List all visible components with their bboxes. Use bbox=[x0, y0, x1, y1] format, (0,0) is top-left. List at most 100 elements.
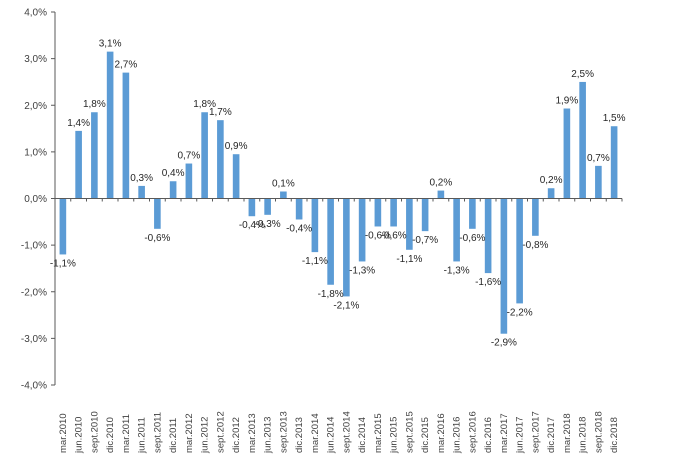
axes bbox=[51, 11, 623, 386]
bar bbox=[579, 81, 586, 199]
bar bbox=[106, 51, 114, 199]
data-label: 0,2% bbox=[540, 175, 563, 186]
data-label: -0,4% bbox=[239, 220, 265, 231]
data-label: -2,2% bbox=[507, 307, 533, 318]
x-category-label: dic.2013 bbox=[294, 417, 305, 453]
y-tick-label: 4,0% bbox=[24, 8, 47, 19]
x-category-label: mar.2015 bbox=[373, 413, 384, 453]
bar bbox=[406, 198, 413, 250]
data-label: -0,4% bbox=[286, 223, 312, 234]
y-tick-label: -4,0% bbox=[21, 381, 47, 392]
bar bbox=[248, 198, 256, 217]
data-label: -1,1% bbox=[50, 258, 76, 269]
data-label: 0,7% bbox=[587, 153, 610, 164]
data-label: -0,6% bbox=[144, 233, 170, 244]
x-category-label: sept.2015 bbox=[404, 411, 415, 453]
x-category-label: jun.2017 bbox=[515, 417, 526, 454]
data-label: 1,4% bbox=[67, 118, 90, 129]
data-label: 0,4% bbox=[162, 168, 185, 179]
bar bbox=[437, 190, 445, 199]
data-label: 1,9% bbox=[555, 96, 578, 107]
bar bbox=[500, 198, 508, 334]
data-label: -0,3% bbox=[255, 219, 281, 230]
data-label: -0,7% bbox=[412, 235, 438, 246]
y-tick-label: 2,0% bbox=[24, 101, 47, 112]
bar bbox=[280, 191, 287, 199]
bar bbox=[453, 198, 460, 262]
bar bbox=[138, 185, 145, 199]
x-category-label: jun.2018 bbox=[578, 417, 589, 454]
data-label: 0,1% bbox=[272, 179, 295, 190]
bar bbox=[327, 198, 334, 285]
data-label: 0,2% bbox=[429, 178, 452, 189]
x-category-label: jun.2013 bbox=[263, 417, 274, 454]
x-category-label: dic.2012 bbox=[231, 417, 242, 453]
data-label: -0,8% bbox=[522, 240, 548, 251]
x-category-label: dic.2015 bbox=[420, 417, 431, 453]
x-category-label: jun.2010 bbox=[74, 417, 85, 454]
x-category-label: dic.2017 bbox=[546, 417, 557, 453]
bar bbox=[122, 72, 130, 199]
data-label: -2,1% bbox=[333, 300, 359, 311]
data-label: -1,3% bbox=[444, 265, 470, 276]
bar bbox=[610, 126, 618, 199]
bar bbox=[421, 198, 429, 232]
x-category-label: jun.2012 bbox=[200, 417, 211, 454]
x-category-label: sept.2017 bbox=[530, 411, 541, 453]
bar bbox=[91, 112, 98, 199]
bar bbox=[217, 120, 224, 199]
data-label: 1,5% bbox=[603, 113, 626, 124]
bar bbox=[311, 198, 319, 253]
bar bbox=[469, 198, 476, 229]
bar bbox=[295, 198, 303, 220]
bar bbox=[169, 181, 177, 199]
bar bbox=[563, 108, 571, 199]
y-tick-label: -3,0% bbox=[21, 334, 47, 345]
data-label: -0,6% bbox=[459, 233, 485, 244]
bar bbox=[374, 198, 382, 227]
data-labels: -1,1% 1,4% 1,8% 3,1% 2,7% 0,3% -0,6% 0,4% 0,7% 1,… bbox=[50, 39, 626, 349]
x-category-label: sept.2018 bbox=[593, 411, 604, 453]
x-category-label: dic.2011 bbox=[168, 418, 179, 453]
data-label: -2,9% bbox=[491, 338, 517, 349]
data-label: -0,6% bbox=[365, 230, 391, 241]
x-category-label: mar.2014 bbox=[310, 413, 321, 453]
data-label: 0,7% bbox=[177, 151, 200, 162]
x-category-label: mar.2011 bbox=[121, 414, 132, 453]
bar bbox=[232, 154, 240, 199]
bar bbox=[185, 163, 193, 199]
data-label: 0,3% bbox=[130, 173, 153, 184]
bar bbox=[264, 198, 271, 215]
x-category-label: sept.2010 bbox=[89, 411, 100, 453]
x-category-label: sept.2016 bbox=[467, 411, 478, 453]
bar bbox=[484, 198, 492, 274]
data-label: -1,3% bbox=[349, 265, 375, 276]
x-category-label: jun.2014 bbox=[326, 417, 337, 454]
bar bbox=[201, 112, 208, 199]
data-label: -0,6% bbox=[381, 230, 407, 241]
data-label: 1,7% bbox=[209, 107, 232, 118]
x-category-label: mar.2010 bbox=[58, 413, 69, 453]
y-tick-label: 3,0% bbox=[24, 54, 47, 65]
x-category-label: sept.2013 bbox=[278, 411, 289, 453]
bar bbox=[595, 165, 602, 199]
data-label: -1,6% bbox=[475, 277, 501, 288]
x-category-label: dic.2016 bbox=[483, 417, 494, 453]
y-axis-tick-labels: 4,0% 3,0% 2,0% 1,0% 0,0% -1,0% -2,0% -3,0% -4,0% bbox=[21, 8, 47, 392]
x-category-label: mar.2018 bbox=[562, 413, 573, 453]
y-tick-label: -2,0% bbox=[21, 287, 47, 298]
x-category-label: dic.2014 bbox=[357, 417, 368, 453]
y-tick-label: 0,0% bbox=[24, 194, 47, 205]
bar bbox=[390, 198, 397, 227]
bar bbox=[343, 198, 350, 297]
x-category-label: dic.2010 bbox=[105, 417, 116, 453]
data-label: -1,1% bbox=[396, 254, 422, 265]
data-label: 1,8% bbox=[83, 99, 106, 110]
x-category-label: sept.2014 bbox=[341, 411, 352, 453]
bar bbox=[358, 198, 366, 262]
data-label: 1,8% bbox=[193, 99, 216, 110]
x-category-label: sept.2011 bbox=[152, 412, 163, 453]
bar bbox=[532, 198, 539, 236]
x-category-label: jun.2015 bbox=[389, 417, 400, 454]
